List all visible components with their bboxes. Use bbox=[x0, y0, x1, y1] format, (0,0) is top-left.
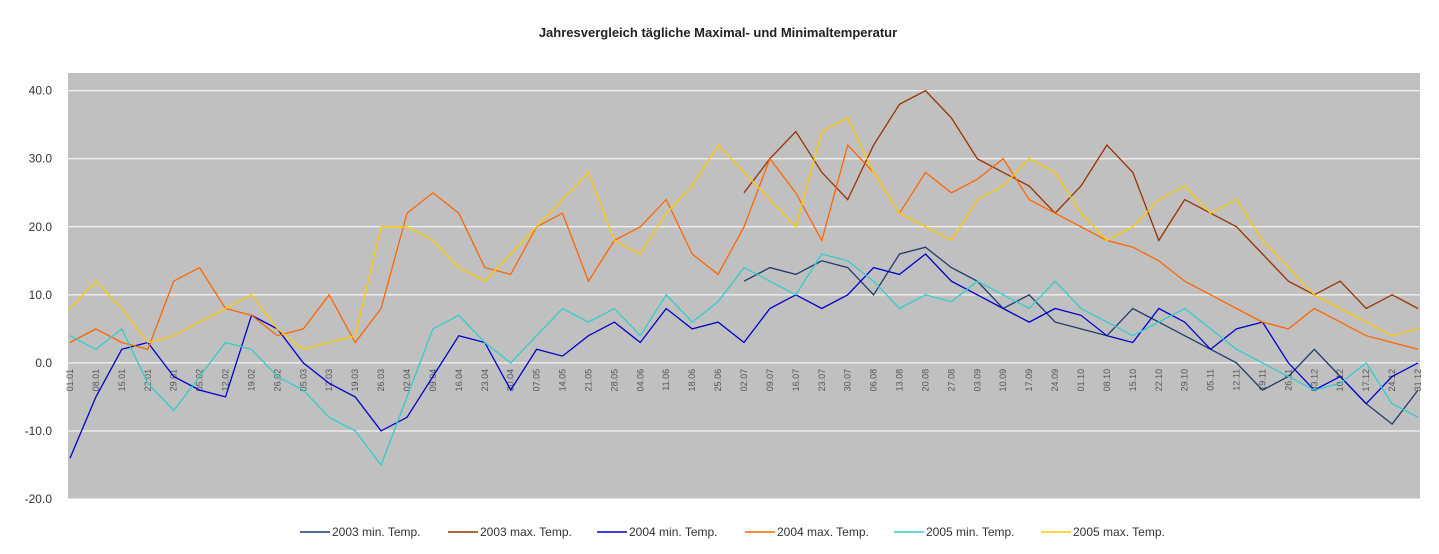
x-tick-label: 26.03 bbox=[376, 369, 386, 392]
x-tick-label: 29.10 bbox=[1180, 369, 1190, 392]
x-tick-label: 05.03 bbox=[298, 369, 308, 392]
series-line bbox=[69, 253, 1419, 467]
plot-area bbox=[68, 73, 1420, 499]
x-tick-label: 05.11 bbox=[1206, 369, 1216, 391]
x-tick-label: 22.01 bbox=[143, 369, 153, 392]
x-tick-label: 19.03 bbox=[350, 369, 360, 392]
y-tick-label: 30.0 bbox=[29, 152, 53, 166]
legend-label: 2005 min. Temp. bbox=[926, 525, 1015, 539]
x-tick-label: 07.05 bbox=[532, 369, 542, 392]
legend-label: 2004 max. Temp. bbox=[777, 525, 869, 539]
x-tick-label: 14.05 bbox=[558, 369, 568, 392]
x-tick-label: 16.04 bbox=[454, 369, 464, 392]
y-tick-label: 20.0 bbox=[29, 220, 53, 234]
x-tick-label: 15.10 bbox=[1128, 369, 1138, 392]
y-tick-label: -10.0 bbox=[25, 424, 53, 438]
x-tick-label: 03.09 bbox=[972, 369, 982, 392]
chart-title: Jahresvergleich tägliche Maximal- und Mi… bbox=[539, 25, 897, 40]
x-tick-label: 24.12 bbox=[1387, 369, 1397, 392]
x-tick-label: 22.10 bbox=[1154, 369, 1164, 392]
x-tick-label: 28.05 bbox=[609, 369, 619, 392]
x-tick-label: 09.07 bbox=[765, 369, 775, 392]
x-tick-label: 30.04 bbox=[506, 369, 516, 392]
y-tick-label: 10.0 bbox=[29, 288, 53, 302]
x-tick-label: 16.07 bbox=[791, 369, 801, 392]
x-tick-label: 18.06 bbox=[687, 369, 697, 392]
x-tick-label: 21.05 bbox=[583, 369, 593, 392]
x-tick-label: 10.12 bbox=[1335, 369, 1345, 392]
x-tick-label: 09.04 bbox=[428, 369, 438, 392]
x-tick-label: 06.08 bbox=[869, 369, 879, 392]
x-tick-label: 31.12 bbox=[1413, 369, 1423, 392]
x-tick-label: 08.10 bbox=[1102, 369, 1112, 392]
x-tick-label: 12.11 bbox=[1232, 369, 1242, 391]
x-tick-label: 26.11 bbox=[1283, 369, 1293, 391]
x-tick-label: 17.12 bbox=[1361, 369, 1371, 392]
series-line bbox=[743, 246, 1419, 426]
x-tick-label: 11.06 bbox=[661, 369, 671, 391]
legend-label: 2003 max. Temp. bbox=[480, 525, 572, 539]
x-tick-label: 12.03 bbox=[324, 369, 334, 392]
x-tick-label: 23.07 bbox=[817, 369, 827, 392]
x-tick-label: 29.01 bbox=[169, 369, 179, 392]
x-tick-label: 05.02 bbox=[195, 369, 205, 392]
x-tick-label: 19.11 bbox=[1257, 369, 1267, 391]
y-tick-label: -20.0 bbox=[25, 492, 53, 506]
y-tick-label: 40.0 bbox=[29, 84, 53, 98]
x-tick-label: 30.07 bbox=[843, 369, 853, 392]
x-tick-label: 02.07 bbox=[739, 369, 749, 392]
x-tick-label: 04.06 bbox=[635, 369, 645, 392]
x-tick-label: 24.09 bbox=[1050, 369, 1060, 392]
series-line bbox=[69, 117, 1419, 351]
legend-label: 2005 max. Temp. bbox=[1073, 525, 1165, 539]
x-tick-label: 23.04 bbox=[480, 369, 490, 392]
x-tick-label: 12.02 bbox=[221, 369, 231, 392]
x-tick-label: 08.01 bbox=[91, 369, 101, 392]
x-tick-label: 27.08 bbox=[946, 369, 956, 392]
legend-label: 2003 min. Temp. bbox=[332, 525, 421, 539]
x-tick-label: 01.01 bbox=[65, 369, 75, 392]
x-tick-label: 13.08 bbox=[895, 369, 905, 392]
series-line bbox=[743, 89, 1419, 310]
x-tick-label: 02.04 bbox=[402, 369, 412, 392]
x-tick-label: 10.09 bbox=[998, 369, 1008, 392]
x-tick-label: 25.06 bbox=[713, 369, 723, 392]
x-tick-label: 17.09 bbox=[1024, 369, 1034, 392]
x-tick-label: 01.10 bbox=[1076, 369, 1086, 392]
series-line bbox=[69, 143, 1419, 351]
legend-label: 2004 min. Temp. bbox=[629, 525, 718, 539]
x-tick-label: 03.12 bbox=[1309, 369, 1319, 392]
x-tick-label: 26.02 bbox=[272, 369, 282, 392]
x-tick-label: 19.02 bbox=[246, 369, 256, 392]
y-tick-label: 0.0 bbox=[35, 356, 52, 370]
series-line bbox=[69, 253, 1419, 459]
x-tick-label: 15.01 bbox=[117, 369, 127, 392]
x-tick-label: 20.08 bbox=[920, 369, 930, 392]
